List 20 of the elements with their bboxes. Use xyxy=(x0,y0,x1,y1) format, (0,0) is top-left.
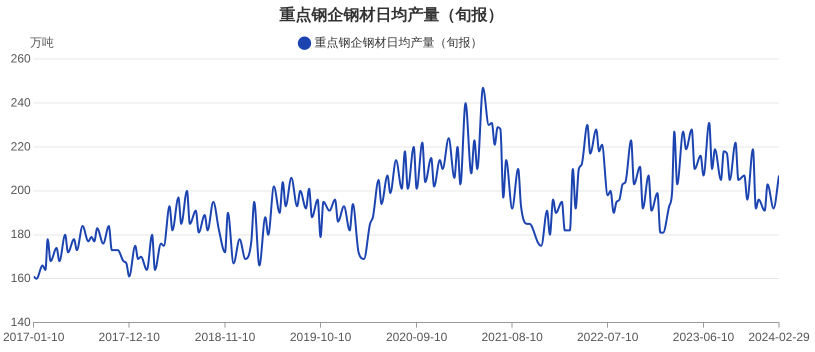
x-tick-label: 2024-02-29 xyxy=(748,330,810,344)
y-tick-label: 200 xyxy=(10,183,32,198)
x-tick-label: 2021-08-10 xyxy=(481,330,544,344)
x-tick-label: 2017-12-10 xyxy=(98,330,160,344)
y-tick-label: 220 xyxy=(10,139,32,154)
y-tick-label: 160 xyxy=(10,271,32,286)
x-tick-label: 2022-07-10 xyxy=(576,330,639,344)
y-tick-label: 180 xyxy=(10,227,32,242)
x-tick-label: 2017-01-10 xyxy=(2,330,65,344)
x-tick-label: 2020-09-10 xyxy=(386,330,448,344)
y-tick-label: 240 xyxy=(10,95,32,110)
line-series xyxy=(34,86,779,280)
y-tick-label: 140 xyxy=(10,314,32,329)
legend-label: 重点钢企钢材日均产量（旬报） xyxy=(314,36,482,50)
x-tick-label: 2023-06-10 xyxy=(672,330,735,344)
chart-title: 重点钢企钢材日均产量（旬报） xyxy=(278,6,504,24)
y-tick-label: 260 xyxy=(10,52,32,66)
x-tick-label: 2018-11-10 xyxy=(194,330,256,344)
y-axis-title: 万吨 xyxy=(30,36,54,50)
x-tick-label: 2019-10-10 xyxy=(290,330,352,344)
